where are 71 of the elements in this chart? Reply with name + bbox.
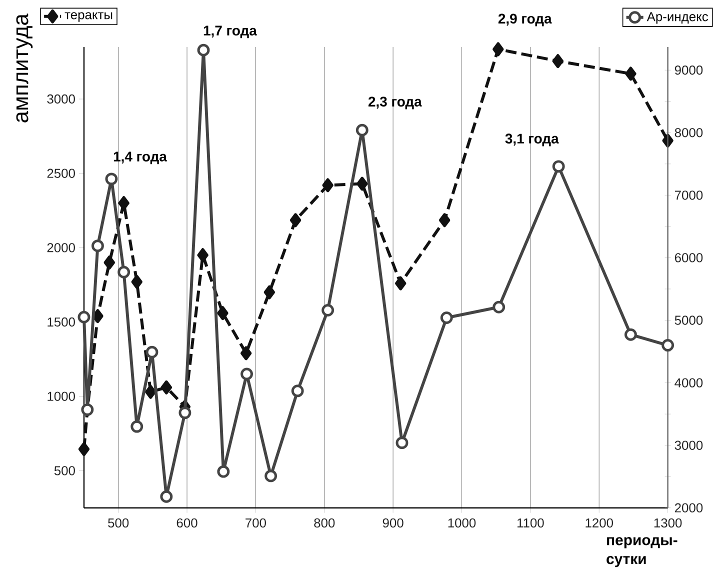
point [264, 470, 278, 482]
point [625, 66, 636, 81]
annotation: 1,4 года [114, 152, 167, 164]
annotation: 2,3 года [368, 96, 422, 110]
y2-tick-label: 3000 [674, 440, 703, 450]
point [240, 346, 252, 360]
point [160, 490, 173, 503]
x-tick-label: 900 [382, 518, 404, 528]
x-axis-title: периоды-сутки [606, 537, 678, 568]
point [78, 310, 90, 324]
x-tick-label: 700 [246, 518, 266, 528]
point [492, 42, 504, 56]
point [91, 240, 104, 252]
point [104, 256, 115, 270]
point [146, 346, 158, 358]
point [552, 54, 564, 68]
y-axis-title: амплитуда [16, 14, 33, 122]
y2-tick-label: 2000 [674, 503, 703, 513]
x-tick-label: 500 [108, 518, 129, 528]
point [105, 172, 118, 186]
point [217, 465, 230, 478]
y-tick-label: 3000 [47, 94, 75, 104]
point [145, 384, 156, 399]
y2-tick-label: 8000 [674, 128, 703, 138]
x-tick-label: 800 [314, 518, 335, 528]
legend-label: теракты [64, 12, 112, 22]
point [438, 213, 450, 228]
y2-tick-label: 7000 [674, 190, 703, 200]
point [264, 285, 276, 300]
y-tick-label: 2000 [47, 243, 75, 252]
point [662, 339, 674, 352]
y2-tick-label: 4000 [674, 378, 703, 388]
point [624, 328, 637, 341]
point [217, 306, 228, 320]
x-tick-label: 1100 [517, 518, 544, 528]
point [78, 442, 90, 456]
point [131, 274, 142, 289]
y2-tick-label: 9000 [674, 66, 703, 75]
point [395, 276, 406, 290]
point [197, 248, 208, 262]
legend-label: Ар-индекс [646, 12, 708, 24]
point [290, 213, 302, 228]
point [322, 178, 334, 192]
point [291, 384, 304, 398]
y-tick-label: 1500 [48, 318, 75, 327]
point [197, 44, 210, 56]
y2-tick-label: 6000 [674, 253, 703, 262]
point [130, 420, 144, 433]
y-tick-label: 1000 [48, 392, 75, 402]
text: 2,9 года [498, 14, 552, 26]
x-tick-label: 1000 [448, 518, 476, 528]
point [552, 160, 565, 173]
text: 1,7 года [204, 26, 257, 38]
annotation: 3,1 года [505, 134, 559, 146]
point [396, 436, 408, 450]
point [118, 266, 130, 278]
point [492, 300, 506, 314]
x-tick-label: 600 [176, 518, 198, 528]
x-tick-label: 1200 [586, 518, 614, 528]
point [440, 312, 453, 324]
y-tick-label: 2500 [47, 168, 75, 178]
point [118, 196, 130, 210]
point [322, 304, 334, 317]
point [356, 124, 368, 136]
x-tick-label: 1300 [654, 518, 682, 528]
point [160, 380, 172, 394]
point [356, 176, 368, 191]
point [240, 368, 253, 380]
y2-tick-label: 5000 [674, 316, 703, 325]
y-tick-label: 500 [54, 466, 75, 476]
point [178, 406, 192, 420]
